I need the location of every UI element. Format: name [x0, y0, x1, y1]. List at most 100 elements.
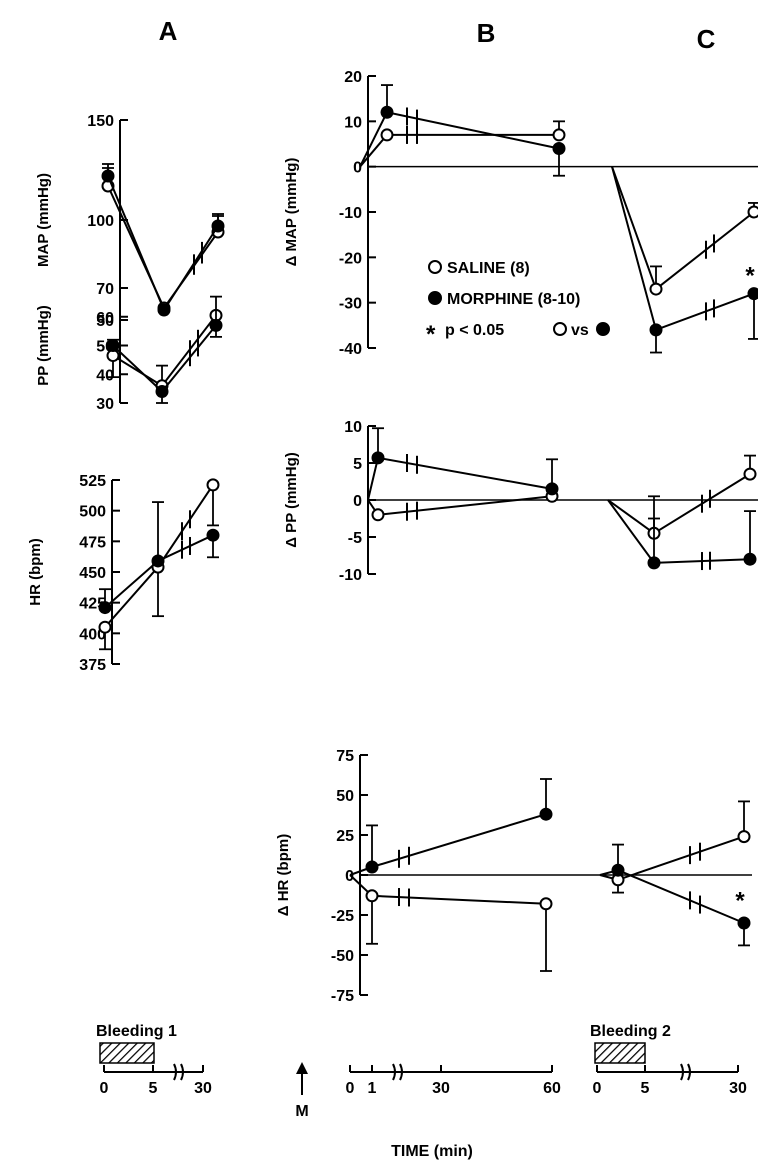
- a-pp-y-tick-label: 40: [96, 367, 114, 384]
- timeline-c: Bleeding 2 0 5 30: [590, 1023, 747, 1097]
- a-map-y-tick-label: 50: [96, 313, 114, 330]
- timeline-c-break: [680, 1063, 691, 1081]
- a-map-morphine-point: [157, 303, 171, 317]
- c-dpp-saline-point: [743, 467, 757, 481]
- a-pp-y-axis-label: PP (mmHg): [35, 305, 52, 386]
- c-dhr-morphine-point: [737, 916, 751, 930]
- b-dpp-y-tick-label: -10: [339, 567, 362, 584]
- c-dpp-morphine-point: [647, 556, 661, 570]
- bleeding-1-label: Bleeding 1: [96, 1023, 177, 1040]
- b-dmap-y-tick-label: -30: [339, 296, 362, 313]
- a-hr-morphine-point: [151, 554, 165, 568]
- a-hr-y-tick-label: 375: [79, 657, 106, 674]
- b-dhr-y-tick-label: -75: [331, 988, 354, 1005]
- a-hr-saline-point: [206, 478, 220, 492]
- b-dhr-saline-line: [349, 874, 547, 905]
- b-dpp-y-tick-label: -5: [348, 530, 362, 547]
- a-map-morphine-point: [101, 169, 115, 183]
- c-dmap-saline-point: [649, 282, 663, 296]
- a-hr-y-tick-label: 475: [79, 534, 106, 551]
- a-map-y-tick-label: 100: [87, 213, 114, 230]
- b-dhr-y-tick-label: 0: [345, 868, 354, 885]
- b-dhr-saline-point: [365, 889, 379, 903]
- c-dpp-saline-line: [607, 473, 751, 535]
- b-dpp-morphine-point: [545, 482, 559, 496]
- timeline-a-tick-label: 0: [100, 1080, 109, 1097]
- bleeding-2-label: Bleeding 2: [590, 1023, 671, 1040]
- b-dhr-y-tick-label: 75: [336, 748, 354, 765]
- a-hr-y-tick-label: 400: [79, 626, 106, 643]
- timeline-b-tick-label: 30: [432, 1080, 450, 1097]
- legend-filled-marker: [428, 291, 442, 305]
- timeline-b-tick-label: 60: [543, 1080, 561, 1097]
- b-dhr-y-tick-label: -50: [331, 948, 354, 965]
- panel-label-b: B: [477, 18, 496, 48]
- b-dpp-y-tick-label: 5: [353, 456, 362, 473]
- b-dhr-y-axis-label: Δ HR (bpm): [275, 834, 292, 916]
- b-dmap-saline-point: [380, 128, 394, 142]
- a-hr-y-axis-label: HR (bpm): [27, 538, 44, 606]
- legend-significance-label: p < 0.05: [445, 322, 504, 339]
- a-map-y-axis-label: MAP (mmHg): [35, 173, 52, 267]
- legend-vs-label: vs: [571, 322, 589, 339]
- x-axis-title: TIME (min): [391, 1143, 473, 1160]
- b-dpp-saline-line: [367, 495, 553, 516]
- c-dmap-morphine-point: [649, 323, 663, 337]
- bleeding-1-hatch: [99, 1042, 155, 1064]
- b-dmap-y-tick-label: -10: [339, 205, 362, 222]
- b-dhr-morphine-point: [365, 860, 379, 874]
- b-dpp-y-tick-label: 0: [353, 493, 362, 510]
- a-pp-morphine-point: [155, 385, 169, 398]
- a-hr-y-tick-label: 450: [79, 565, 106, 582]
- b-dpp-y-axis-label: Δ PP (mmHg): [283, 452, 300, 548]
- b-dmap-morphine-point: [380, 105, 394, 119]
- timeline-a: Bleeding 1 0 5 30: [96, 1023, 212, 1097]
- a-hr-saline-point: [98, 620, 112, 634]
- b-dhr-y-tick-label: 25: [336, 828, 354, 845]
- a-hr-y-tick-label: 500: [79, 504, 106, 521]
- morphine-arrowhead-icon: [296, 1062, 308, 1074]
- timeline-a-tick-label: 30: [194, 1080, 212, 1097]
- b-dhr-morphine-point: [539, 807, 553, 821]
- panel-label-c: C: [697, 24, 716, 54]
- timeline-a-tick-label: 5: [149, 1080, 158, 1097]
- timeline-c-tick-label: 0: [593, 1080, 602, 1097]
- c-dhr-morphine-point: [611, 863, 625, 877]
- b-dpp-y-tick-label: 10: [344, 419, 362, 436]
- a-pp-morphine-point: [106, 339, 120, 352]
- legend: SALINE (8) MORPHINE (8-10) * p < 0.05 vs: [426, 260, 610, 348]
- c-dpp-morphine-line: [607, 499, 751, 564]
- c-dmap-morphine-point: [747, 287, 758, 301]
- legend-open-marker: [428, 260, 442, 274]
- b-dhr-y-tick-label: -25: [331, 908, 354, 925]
- b-dmap-y-tick-label: 0: [353, 160, 362, 177]
- morphine-injection-marker: M: [295, 1062, 309, 1120]
- a-hr-morphine-point: [98, 601, 112, 615]
- a-pp-y-tick-label: 30: [96, 396, 114, 413]
- timeline-b-tick-label: 0: [346, 1080, 355, 1097]
- c-dmap-saline-line: [611, 166, 755, 291]
- c-dmap-saline-point: [747, 205, 758, 219]
- b-dmap-y-tick-label: -40: [339, 341, 362, 358]
- timeline-c-tick-label: 5: [641, 1080, 650, 1097]
- timeline-a-break: [173, 1063, 184, 1081]
- panel-label-a: A: [159, 16, 178, 46]
- b-dhr-y-tick-label: 50: [336, 788, 354, 805]
- bleeding-2-hatch: [594, 1042, 646, 1064]
- legend-asterisk: *: [426, 321, 436, 348]
- b-dmap-y-axis-label: Δ MAP (mmHg): [283, 158, 300, 267]
- b-dpp-morphine-point: [371, 451, 385, 465]
- a-hr-morphine-point: [206, 528, 220, 542]
- c-dpp-morphine-point: [743, 552, 757, 566]
- a-pp-saline-line: [112, 314, 217, 388]
- timeline-c-tick-label: 30: [729, 1080, 747, 1097]
- b-dmap-saline-point: [552, 128, 566, 142]
- c-dmap-significance-asterisk: *: [745, 262, 755, 289]
- timeline-b: 0 1 30 60: [346, 1063, 561, 1097]
- a-pp-y-tick-label: 70: [96, 281, 114, 298]
- a-pp-morphine-point: [209, 318, 223, 332]
- c-dhr-significance-asterisk: *: [735, 888, 745, 915]
- c-dhr-saline-point: [737, 830, 751, 844]
